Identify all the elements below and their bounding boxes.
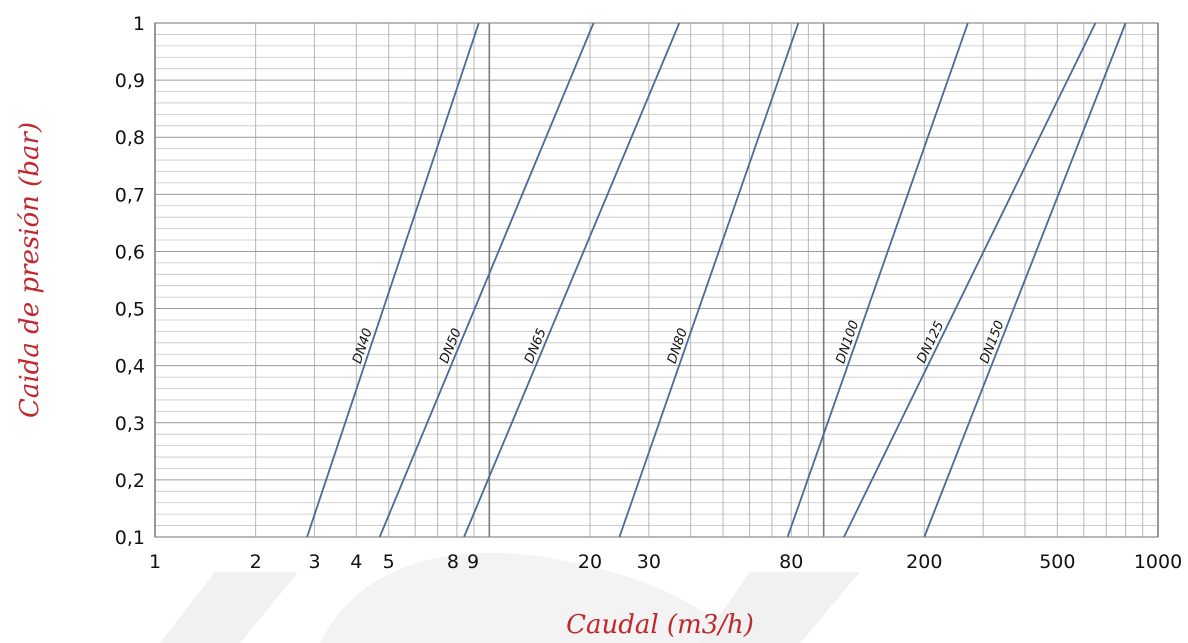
x-tick-label: 1	[149, 551, 161, 573]
x-tick-label: 30	[637, 551, 661, 573]
series-label-dn150: DN150	[977, 319, 1007, 366]
minor-gridlines	[155, 23, 1158, 537]
y-axis-title: Caida de presión (bar)	[15, 122, 45, 418]
series-line-dn40	[307, 23, 479, 537]
series-labels: DN40 DN50 DN65 DN80 DN100 DN125 DN150	[350, 319, 1008, 366]
x-tick-label: 20	[578, 551, 602, 573]
x-tick-label: 9	[467, 551, 479, 573]
x-tick-label: 1000	[1134, 551, 1182, 573]
x-tick-label: 500	[1039, 551, 1075, 573]
y-tick-label: 0,2	[115, 470, 145, 492]
x-tick-label: 8	[447, 551, 459, 573]
y-tick-label: 0,4	[115, 356, 145, 378]
series-lines	[307, 23, 1126, 537]
y-tick-label: 0,8	[115, 127, 145, 149]
y-tick-label: 0,7	[115, 184, 145, 206]
x-tick-label: 80	[779, 551, 803, 573]
watermark-shape-left	[160, 572, 298, 643]
x-tick-label: 5	[383, 551, 395, 573]
y-tick-label: 0,9	[115, 70, 145, 92]
series-label-dn100: DN100	[834, 319, 863, 366]
x-tick-label: 4	[350, 551, 362, 573]
series-label-dn65: DN65	[522, 326, 550, 365]
series-label-dn125: DN125	[914, 319, 947, 366]
x-tick-label: 2	[250, 551, 262, 573]
x-tick-label: 200	[906, 551, 942, 573]
watermark-logo	[160, 553, 860, 643]
x-axis-tick-labels: 1 2 3 4 5 8 9 20 30 80 200 500 1000	[149, 551, 1182, 573]
y-tick-label: 0,1	[115, 527, 145, 549]
series-label-dn50: DN50	[437, 326, 465, 365]
x-axis-title: Caudal (m3/h)	[566, 610, 754, 640]
y-tick-label: 0,3	[115, 413, 145, 435]
series-line-dn50	[380, 23, 594, 537]
major-gridlines	[155, 23, 1158, 537]
series-line-dn100	[788, 23, 968, 537]
series-label-dn80: DN80	[665, 326, 691, 365]
plot-area-border	[155, 23, 1158, 537]
series-label-dn40: DN40	[350, 327, 376, 366]
y-axis-tick-labels: 0,1 0,2 0,3 0,4 0,5 0,6 0,7 0,8 0,9 1	[115, 13, 145, 549]
y-tick-label: 1	[133, 13, 145, 35]
x-tick-label: 3	[308, 551, 320, 573]
y-tick-label: 0,6	[115, 241, 145, 263]
y-tick-label: 0,5	[115, 299, 145, 321]
